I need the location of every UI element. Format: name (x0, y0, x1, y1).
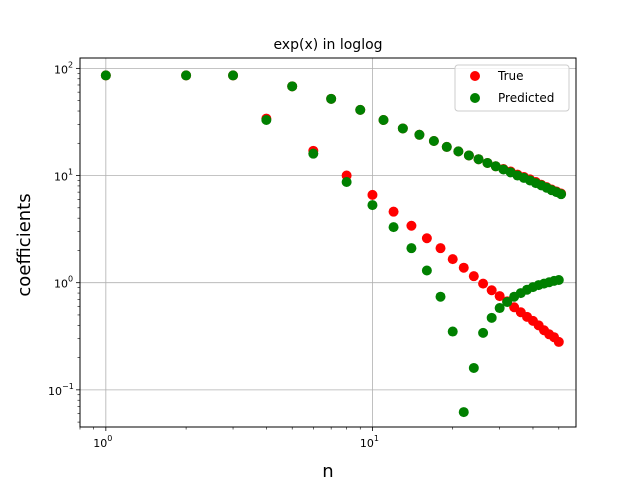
data-point-true (458, 262, 469, 273)
data-point-predicted (378, 114, 389, 125)
legend-label-true: True (497, 69, 524, 83)
data-point-true (478, 278, 489, 289)
plot-frame (79, 57, 577, 428)
data-point-true (388, 206, 399, 217)
data-point-predicted (473, 154, 484, 165)
y-axis-label: coefficients (14, 193, 35, 296)
chart-title: exp(x) in loglog (273, 37, 382, 53)
y-tick-exponent: 1 (68, 168, 73, 177)
legend-label-predicted: Predicted (498, 91, 554, 105)
data-point-predicted (494, 303, 505, 314)
legend: True Predicted (454, 64, 570, 112)
data-point-predicted (482, 157, 493, 168)
x-tick-label: 101 (360, 434, 379, 450)
grid (80, 58, 576, 427)
y-tick-exponent: 2 (68, 60, 73, 69)
legend-box (454, 64, 570, 112)
data-point-predicted (556, 189, 567, 200)
y-tick-label: 102 (54, 60, 73, 76)
series-predicted (100, 70, 567, 418)
data-point-predicted (453, 146, 464, 157)
data-point-predicted (287, 81, 298, 92)
data-point-predicted (553, 274, 564, 285)
data-point-true (486, 285, 497, 296)
data-point-predicted (406, 243, 417, 254)
legend-marker-true (470, 71, 480, 81)
y-tick-exponent: −1 (62, 382, 74, 391)
data-point-true (435, 243, 446, 254)
data-point-predicted (502, 297, 513, 308)
data-point-predicted (228, 70, 239, 81)
data-point-true (367, 189, 378, 200)
data-point-predicted (341, 177, 352, 188)
data-point-predicted (261, 114, 272, 125)
data-point-predicted (308, 148, 319, 159)
data-point-predicted (355, 104, 366, 115)
data-point-predicted (388, 222, 399, 233)
legend-marker-predicted (470, 93, 480, 103)
data-point-true (468, 271, 479, 282)
x-tick-exponent: 1 (374, 434, 379, 443)
data-point-predicted (326, 93, 337, 104)
data-point-predicted (486, 312, 497, 323)
data-point-predicted (428, 136, 439, 147)
data-point-predicted (414, 129, 425, 140)
data-point-predicted (468, 362, 479, 373)
y-tick-label: 10−1 (48, 382, 74, 398)
x-tick-exponent: 0 (107, 434, 112, 443)
y-tick-label: 100 (54, 275, 73, 291)
data-point-predicted (463, 150, 474, 161)
data-point-predicted (397, 123, 408, 134)
data-point-predicted (490, 161, 501, 172)
data-point-true (494, 291, 505, 302)
data-point-predicted (478, 327, 489, 338)
data-point-predicted (100, 70, 111, 81)
data-point-predicted (435, 291, 446, 302)
data-point-true (406, 220, 417, 231)
data-point-predicted (181, 70, 192, 81)
data-point-true (553, 336, 564, 347)
data-point-predicted (421, 265, 432, 276)
data-point-predicted (458, 407, 469, 418)
data-point-predicted (441, 141, 452, 152)
data-point-predicted (367, 200, 378, 211)
y-tick-label: 101 (54, 168, 73, 184)
x-tick-label: 100 (93, 434, 112, 450)
data-point-true (421, 233, 432, 244)
y-tick-exponent: 0 (68, 275, 73, 284)
data-points (100, 70, 567, 418)
x-axis-label: n (322, 461, 333, 480)
data-point-true (447, 254, 458, 265)
data-point-predicted (447, 326, 458, 337)
